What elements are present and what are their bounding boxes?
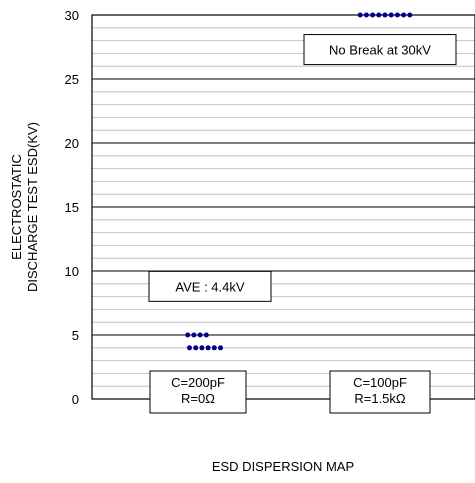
- data-point: [370, 12, 376, 18]
- annotation-box: [148, 270, 272, 302]
- grid-lines: [92, 14, 475, 400]
- y-axis-label-line-2: DISCHARGE TEST ESD(KV): [25, 122, 40, 292]
- y-axis-label-line-1: ELECTROSTATIC: [9, 154, 24, 260]
- y-tick-label: 25: [65, 72, 79, 87]
- plot-frame: [91, 14, 475, 400]
- category-label-line: C=200pF: [171, 375, 225, 390]
- y-tick-label: 30: [65, 8, 79, 23]
- category-label-line: C=100pF: [353, 375, 407, 390]
- data-point: [185, 332, 191, 338]
- annotation-text: AVE : 4.4kV: [175, 279, 244, 294]
- data-point: [187, 345, 192, 351]
- y-tick-label: 0: [72, 392, 79, 407]
- data-point: [203, 332, 209, 338]
- data-point: [197, 332, 203, 338]
- annotations: AVE : 4.4kV No Break at 30kV: [148, 34, 457, 302]
- data-points: [185, 12, 413, 351]
- data-point: [218, 345, 223, 351]
- y-tick-label: 5: [72, 328, 79, 343]
- data-point: [357, 12, 363, 18]
- data-point: [199, 345, 205, 351]
- data-point: [191, 332, 197, 338]
- annotation-box: [303, 34, 457, 66]
- data-point: [382, 12, 388, 18]
- category-label-box: [329, 370, 431, 414]
- y-tick-label: 20: [65, 136, 79, 151]
- data-point: [205, 345, 211, 351]
- data-point: [407, 12, 413, 18]
- category-label-box: [149, 370, 247, 414]
- data-point: [394, 12, 400, 18]
- y-axis-ticks: 0 5 10 15 20 25 30: [65, 8, 79, 407]
- annotation-text: No Break at 30kV: [329, 43, 431, 58]
- y-tick-label: 10: [65, 264, 79, 279]
- data-point: [376, 12, 382, 18]
- data-point: [388, 12, 394, 18]
- category-label-line: R=0Ω: [181, 391, 215, 406]
- data-point: [401, 12, 407, 18]
- data-point: [211, 345, 217, 351]
- data-point: [193, 345, 199, 351]
- data-point: [363, 12, 369, 18]
- x-axis-label: ESD DISPERSION MAP: [212, 459, 354, 474]
- category-label-line: R=1.5kΩ: [354, 391, 406, 406]
- y-tick-label: 15: [65, 200, 79, 215]
